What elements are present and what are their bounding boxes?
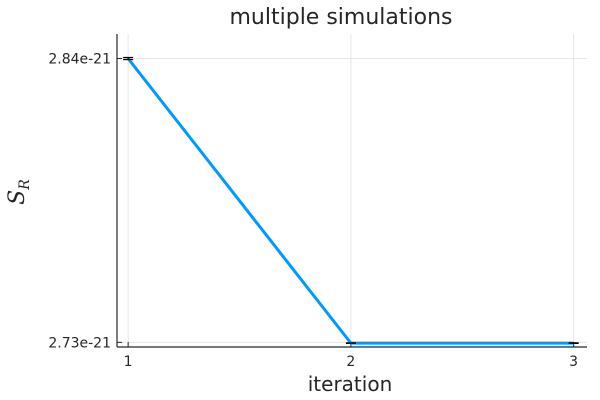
y-tick-label: 2.73e-21 bbox=[48, 335, 111, 351]
series bbox=[123, 56, 579, 345]
chart-title: multiple simulations bbox=[230, 5, 453, 30]
ticks: 1 2 3 2.84e-21 2.73e-21 bbox=[48, 52, 578, 370]
error-bar bbox=[568, 342, 579, 344]
grid bbox=[117, 34, 587, 347]
y-axis-label: SR bbox=[5, 179, 33, 205]
x-tick-label: 3 bbox=[569, 354, 578, 370]
x-tick-label: 1 bbox=[124, 354, 133, 370]
x-axis-label: iteration bbox=[308, 372, 393, 396]
y-axis-label-subscript: R bbox=[17, 179, 33, 191]
error-bar bbox=[345, 342, 356, 344]
y-axis-label-main: S bbox=[5, 190, 30, 205]
x-tick-label: 2 bbox=[346, 354, 355, 370]
error-bar bbox=[123, 56, 134, 61]
y-tick-label: 2.84e-21 bbox=[48, 52, 111, 68]
